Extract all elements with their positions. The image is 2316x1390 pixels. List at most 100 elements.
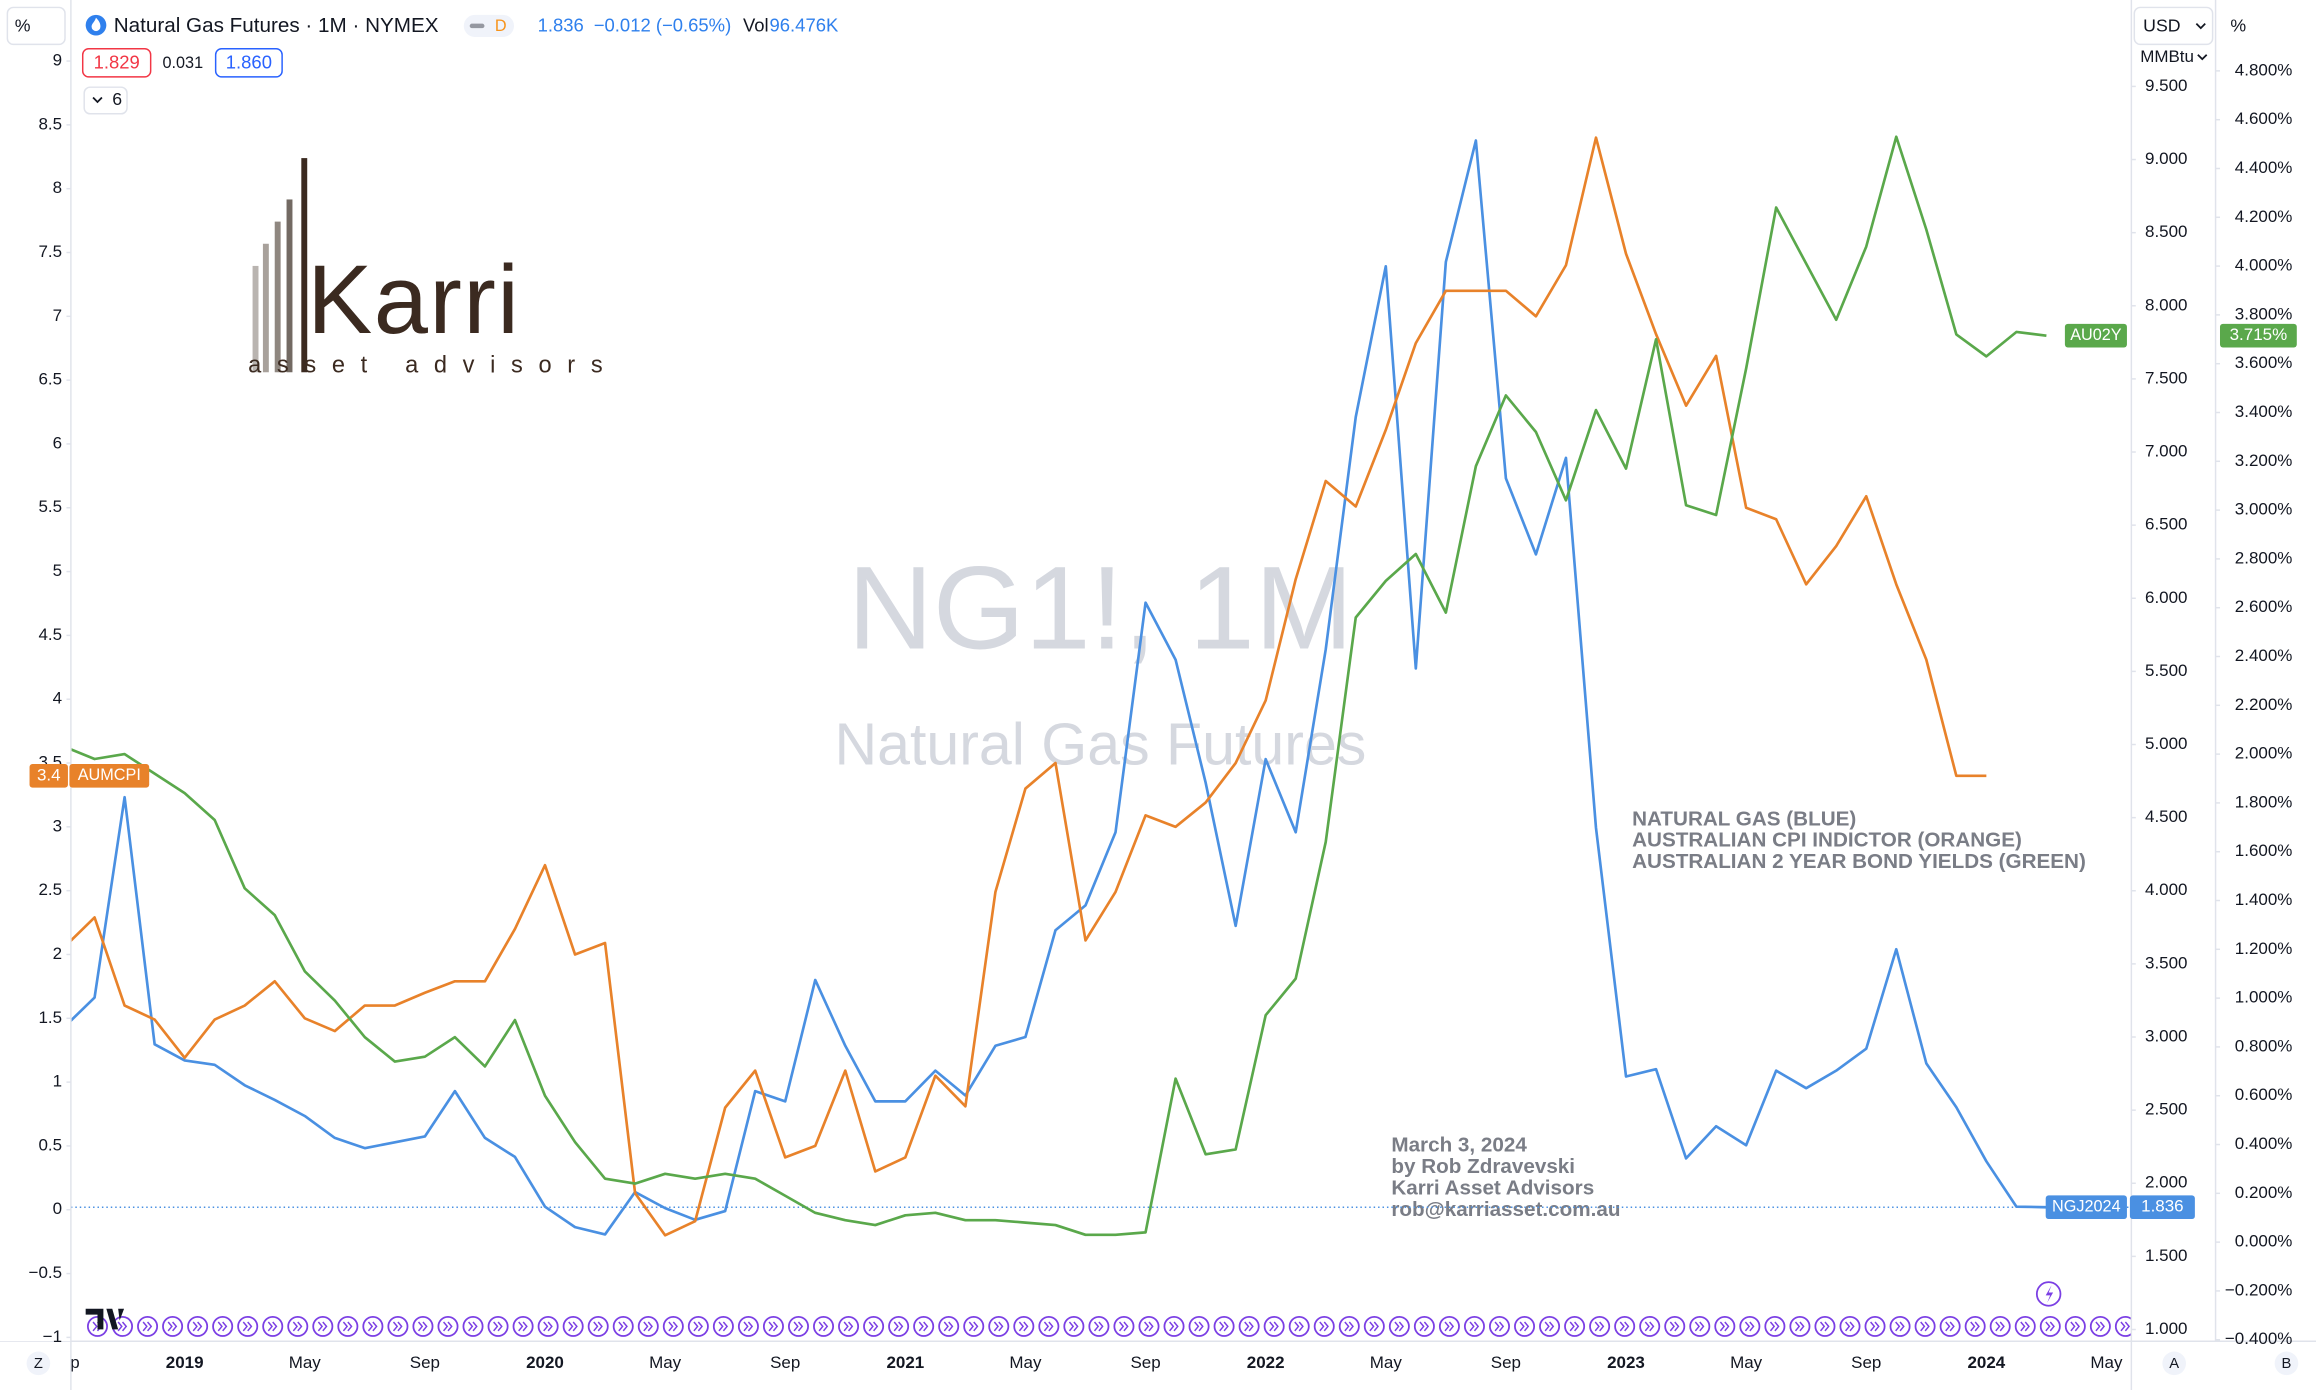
series-name-tag (69, 763, 150, 788)
time-axis (0, 1341, 2316, 1390)
annotation-byline: Karri Asset Advisors (1391, 1177, 1594, 1200)
event-icon-glyph (1494, 1321, 1505, 1332)
spread: 0.031 (162, 54, 203, 72)
y-tick-label: 1.800% (2235, 792, 2293, 811)
last-value-label: 3.715% (2230, 325, 2288, 344)
event-icon-glyph (1870, 1321, 1880, 1332)
event-icon-glyph (1169, 1321, 1179, 1332)
logo-bar (286, 199, 293, 373)
event-icon-glyph (1294, 1321, 1304, 1332)
event-icon-glyph (417, 1321, 428, 1332)
series-name-tag (2045, 1195, 2127, 1220)
y-tick-label: 5 (53, 561, 62, 580)
y-tick-label: 3.600% (2235, 353, 2293, 372)
y-tick-label: 8.5 (38, 114, 62, 133)
event-icon-glyph (718, 1321, 729, 1332)
event-icon-glyph (643, 1321, 653, 1332)
event-icon-glyph (267, 1321, 278, 1332)
event-icon-glyph (693, 1321, 703, 1332)
y-tick-label: 3.400% (2235, 402, 2293, 421)
event-icon-glyph (1844, 1321, 1855, 1332)
y-tick-label: 4.200% (2235, 207, 2293, 226)
event-icon-glyph (843, 1321, 854, 1332)
symbol-title: Natural Gas Futures · 1M · NYMEX (114, 14, 439, 37)
x-tick-label: Sep (1851, 1353, 1881, 1372)
annotation-byline: by Rob Zdravevski (1391, 1155, 1575, 1178)
footer-button[interactable] (2274, 1351, 2299, 1376)
y-tick-label: 2.200% (2235, 695, 2293, 714)
y-tick-label: 3.500 (2145, 953, 2187, 972)
y-tick-label: 5.000 (2145, 734, 2187, 753)
event-icon-glyph (1594, 1321, 1605, 1332)
last-value-tag (2129, 1195, 2195, 1220)
y-tick-label: 9.000 (2145, 149, 2187, 168)
toggle-pill[interactable] (463, 14, 515, 37)
footer-button[interactable] (2162, 1351, 2187, 1376)
y-tick-label: 1.500 (2145, 1246, 2187, 1265)
x-tick-label: May (1009, 1353, 1042, 1372)
event-icon-glyph (342, 1321, 353, 1332)
x-tick-label: Sep (410, 1353, 440, 1372)
y-tick-label: 2.500 (2145, 1100, 2187, 1119)
y-tick-label: 4.600% (2235, 109, 2293, 128)
event-icon-glyph (1043, 1321, 1054, 1332)
last-value-tag (29, 763, 68, 788)
y-tick-label: 3.000 (2145, 1026, 2187, 1045)
right-scale-unit: % (2230, 15, 2246, 35)
event-icon-glyph (793, 1321, 804, 1332)
x-tick-label: May (289, 1353, 322, 1372)
event-icon-glyph (367, 1321, 378, 1332)
event-icon-glyph (292, 1321, 303, 1332)
footer-button-label: Z (34, 1356, 43, 1372)
annotation-note: AUSTRALIAN 2 YEAR BOND YIELDS (GREEN) (1632, 850, 2086, 873)
x-tick-label: 2024 (1967, 1353, 2005, 1372)
y-tick-label: 2.000% (2235, 744, 2293, 763)
footer-button[interactable] (26, 1351, 51, 1376)
y-tick-label: 9.500 (2145, 76, 2187, 95)
event-icon-glyph (1694, 1321, 1705, 1332)
event-icon-glyph (818, 1321, 829, 1332)
ask-box[interactable] (214, 48, 283, 78)
bid-box[interactable] (81, 48, 152, 78)
event-icon-glyph (1669, 1321, 1680, 1332)
chevron (92, 96, 103, 104)
event-icon-glyph (468, 1321, 478, 1332)
currency: USD (2143, 15, 2180, 35)
x-tick-label: Sep (1130, 1353, 1160, 1372)
event-icon-glyph (192, 1321, 203, 1332)
event-icon-glyph (442, 1321, 453, 1332)
annotation-note: NATURAL GAS (BLUE) (1632, 807, 1856, 830)
y-tick-label: 0.800% (2235, 1036, 2293, 1055)
event-icon-glyph (993, 1321, 1004, 1332)
event-icon[interactable] (2114, 1315, 2135, 1337)
y-tick-label: 2.600% (2235, 597, 2293, 616)
series-line (70, 135, 2047, 1237)
x-tick-label: Sep (1491, 1353, 1521, 1372)
y-tick-label: 6.5 (38, 370, 62, 389)
event-icon-glyph (392, 1321, 403, 1332)
event-icon-glyph (1895, 1321, 1905, 1332)
event-icon-glyph (1920, 1321, 1930, 1332)
event-icon-glyph (1093, 1321, 1104, 1332)
event-icon-glyph (593, 1321, 603, 1332)
event-icon-glyph (1769, 1321, 1780, 1332)
logo-bar (262, 243, 269, 373)
x-tick-label: Sep (770, 1353, 800, 1372)
y-tick-label: 4.000 (2145, 880, 2187, 899)
indicators-toggle[interactable] (83, 86, 128, 115)
x-tick-label: May (1370, 1353, 1403, 1372)
y-tick-label: 2.000 (2145, 1173, 2187, 1192)
event-icon-glyph (1719, 1321, 1730, 1332)
y-tick-label: −0.400% (2225, 1329, 2292, 1348)
y-tick-label: 3.800% (2235, 304, 2293, 323)
annotation-byline: March 3, 2024 (1391, 1134, 1527, 1157)
scale-mode-button[interactable] (6, 6, 66, 46)
event-icon-glyph (868, 1321, 879, 1332)
event-icon-glyph (1369, 1321, 1379, 1332)
currency-button[interactable] (2133, 6, 2214, 46)
y-tick-label: 1.5 (38, 1008, 62, 1027)
event-icon-glyph (117, 1321, 128, 1332)
event-icon-glyph (1068, 1321, 1079, 1332)
last-value-label: 3.4 (37, 765, 61, 784)
